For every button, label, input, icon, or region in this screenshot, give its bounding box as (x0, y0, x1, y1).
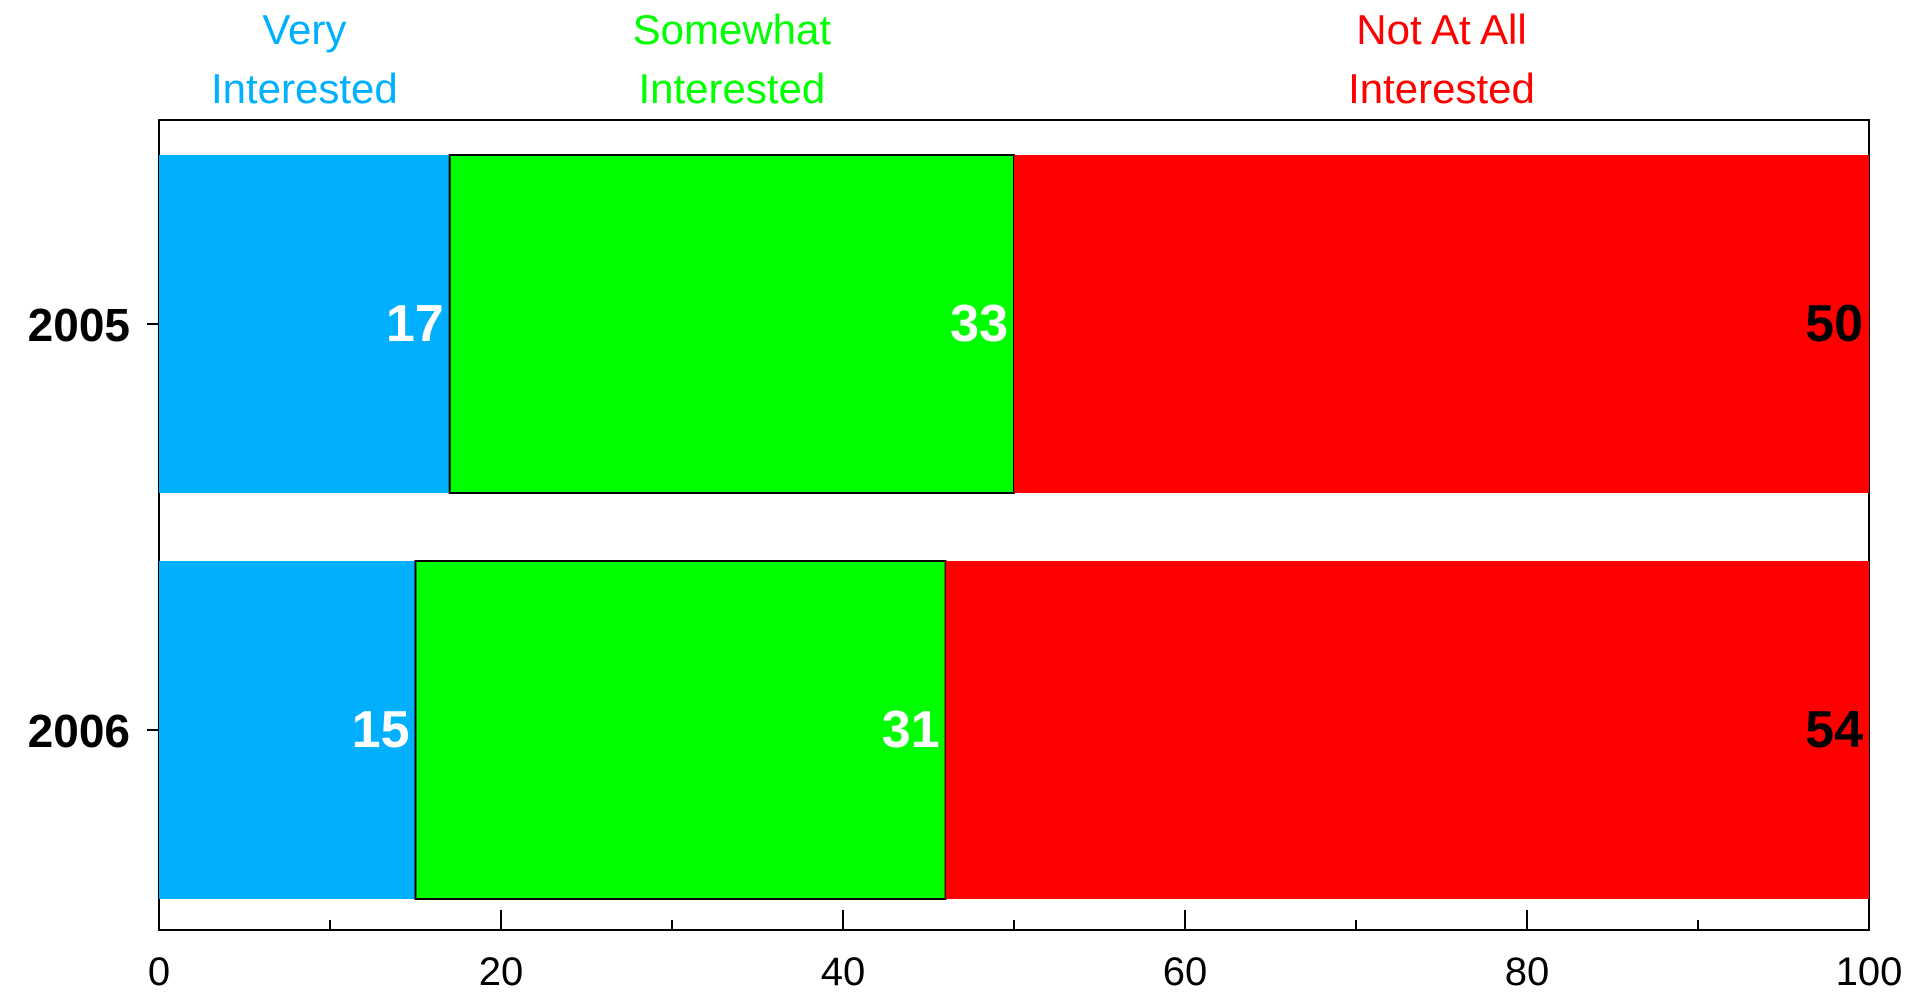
bar-segment (159, 155, 450, 493)
x-tick-label: 80 (1505, 950, 1550, 994)
x-tick-label: 40 (821, 950, 866, 994)
bar-value-label: 17 (386, 295, 444, 353)
y-tick-label: 2006 (28, 705, 130, 757)
x-tick-label: 0 (148, 950, 170, 994)
bar-segment (414, 560, 947, 900)
bar-value-label: 50 (1805, 295, 1863, 353)
bar-value-label: 33 (950, 295, 1008, 353)
bar-segment (945, 561, 1869, 899)
value-labels-group: 17 33 50 15 31 54 (352, 295, 1863, 759)
y-tick-label: 2005 (28, 299, 130, 351)
bar-value-label: 54 (1805, 701, 1863, 759)
legend-label: Somewhat (633, 6, 832, 53)
bar-segment (159, 561, 416, 899)
bar-segment (448, 154, 1015, 494)
x-tick-label: 60 (1163, 950, 1208, 994)
legend-item: Very Interested (211, 6, 398, 112)
legend-label: Interested (211, 65, 398, 112)
legend-label: Interested (1348, 65, 1535, 112)
x-tick-label: 20 (479, 950, 524, 994)
legend-label: Very (262, 6, 346, 53)
y-axis: 2005 2006 (28, 299, 159, 757)
legend-label: Interested (638, 65, 825, 112)
bar-segment (1014, 155, 1869, 493)
legend-item: Somewhat Interested (633, 6, 832, 112)
x-tick-label: 100 (1836, 950, 1903, 994)
legend-label: Not At All (1356, 6, 1526, 53)
bars-group (159, 154, 1869, 900)
bar-value-label: 15 (352, 701, 410, 759)
x-axis: 0 20 40 60 80 100 (148, 910, 1903, 994)
bar-value-label: 31 (882, 701, 940, 759)
legend-item: Not At All Interested (1348, 6, 1535, 112)
